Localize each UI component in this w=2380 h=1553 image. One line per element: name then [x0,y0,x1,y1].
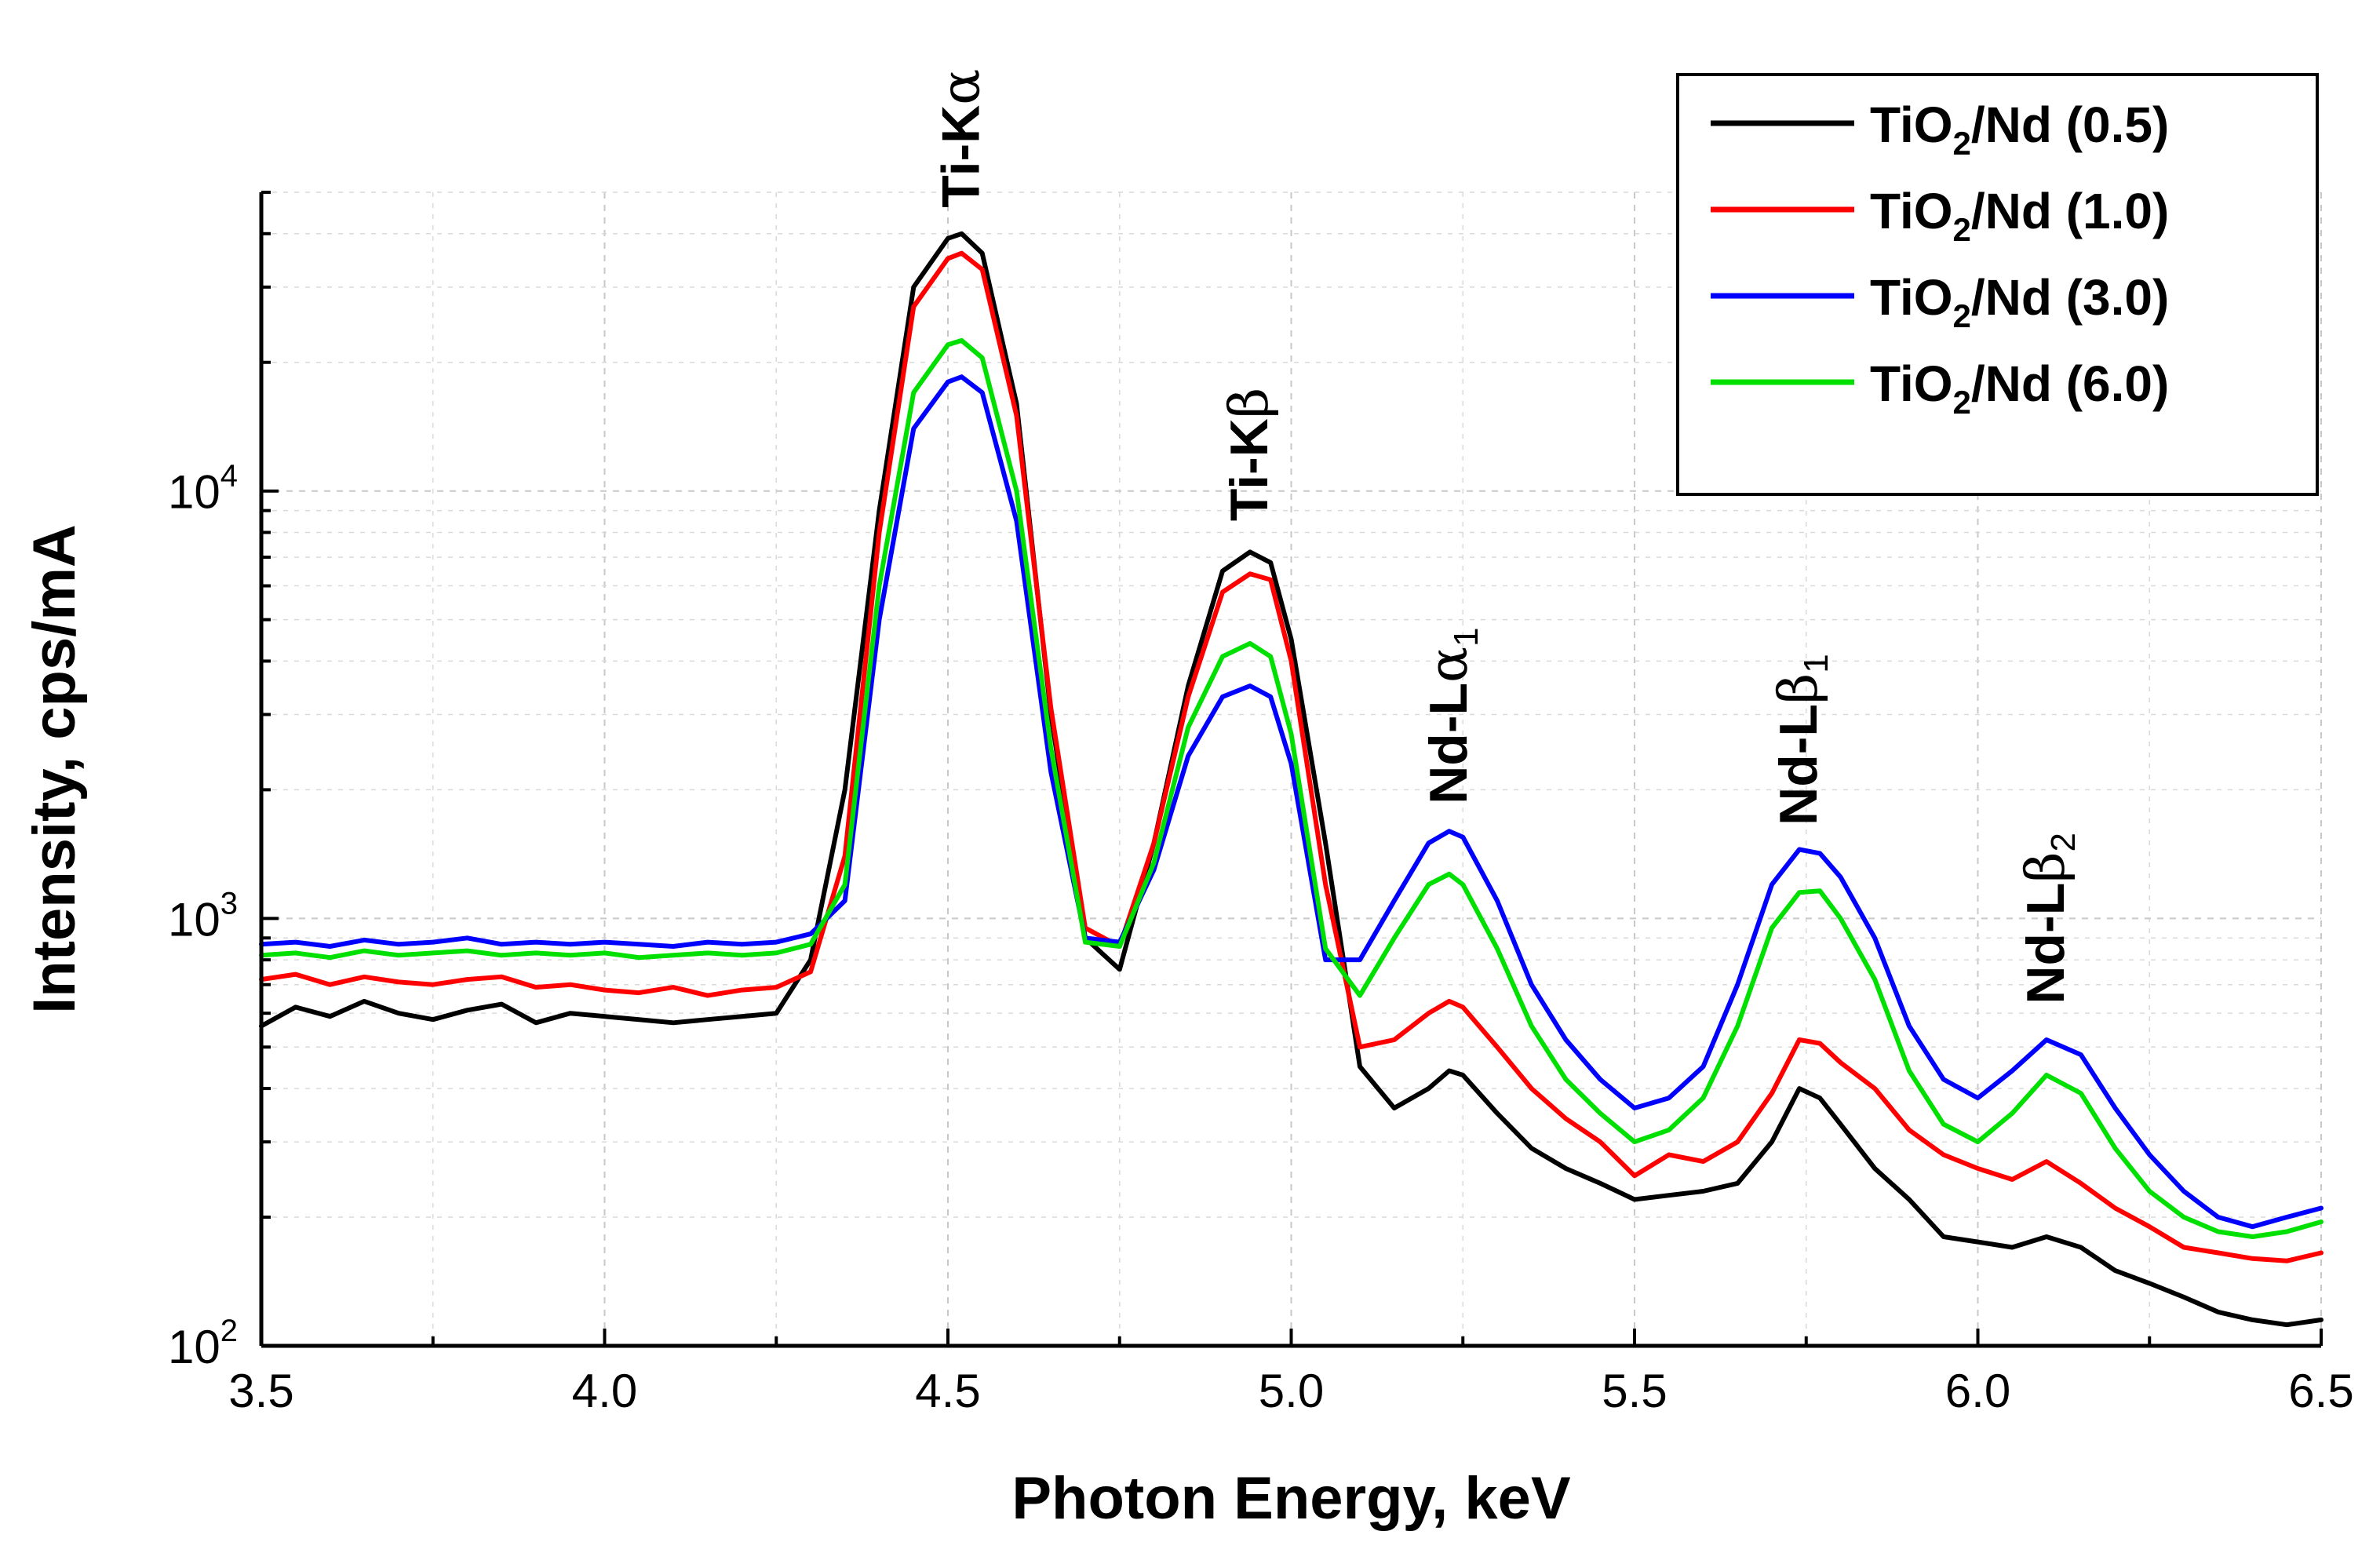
legend-label-3: TiO2/Nd (3.0) [1870,269,2169,334]
series-line-1 [259,231,2324,1328]
peak-label-1: Ti-Kα [931,69,993,208]
peak-annotations: Ti-Kα Ti-Kβ Nd-Lα1 Nd-Lβ1 Nd-Lβ2 [931,69,2083,1004]
series-group [259,231,2324,1328]
x-tick-label: 6.5 [2288,1365,2353,1417]
peak-label-5: Nd-Lβ2 [2015,833,2083,1004]
series-line-4 [259,337,2324,1239]
legend-label-4: TiO2/Nd (6.0) [1870,355,2169,421]
series-line-3 [259,374,2324,1230]
x-tick-label: 4.0 [572,1365,637,1417]
x-tick-label: 5.5 [1602,1365,1667,1417]
legend-box [1676,73,2319,496]
y-tick-label: 102 [168,1314,238,1373]
x-tick-label: 6.0 [1945,1365,2010,1417]
peak-label-3: Nd-Lα1 [1418,628,1485,804]
legend: TiO2/Nd (0.5) TiO2/Nd (1.0) TiO2/Nd (3.0) T… [1676,73,2319,496]
peak-label-4: Nd-Lβ1 [1768,654,1835,826]
y-tick-label: 104 [168,459,238,519]
legend-label-1: TiO2/Nd (0.5) [1870,97,2169,162]
x-axis-title: Photon Energy, keV [1011,1465,1571,1532]
x-tick-label: 3.5 [228,1365,293,1417]
x-tick-label: 5.0 [1259,1365,1324,1417]
y-tick-label: 103 [168,886,238,946]
axes: 3.5 4.0 4.5 5.0 5.5 6.0 6.5 102 103 104 Photon Ene… [21,191,2354,1532]
peak-label-2: Ti-Kβ [1219,388,1281,521]
x-tick-label: 4.5 [915,1365,980,1417]
series-line-2 [259,250,2324,1263]
y-axis-title: Intensity, cps/mA [21,524,88,1014]
legend-label-2: TiO2/Nd (1.0) [1870,183,2169,248]
